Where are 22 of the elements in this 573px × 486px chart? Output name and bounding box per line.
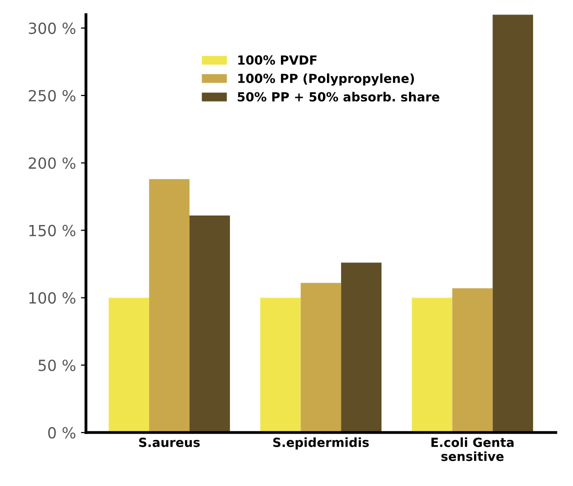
legend-label: 50% PP + 50% absorb. share — [238, 92, 440, 102]
bar — [300, 282, 342, 433]
bar — [190, 215, 230, 433]
y-tick-label: 200 % — [28, 157, 76, 169]
y-tick-label: 100 % — [29, 292, 76, 304]
bar — [412, 298, 452, 433]
legend-label: 100% PP (Polypropylene) — [238, 73, 414, 86]
y-tick-label: 150 % — [29, 224, 76, 236]
bar — [149, 179, 190, 433]
y-tick-label: 0 % — [48, 427, 76, 439]
x-tick-label: S.aureus — [139, 438, 200, 448]
legend-label: 100% PVDF — [238, 55, 317, 65]
bar — [341, 262, 382, 433]
x-tick-label: S.epidermidis — [273, 437, 369, 450]
y-tick-label: 250 % — [28, 90, 76, 102]
bar — [108, 298, 150, 433]
x-tick-label: E.coli Genta sensitive — [431, 437, 514, 462]
y-tick-label: 300 % — [28, 22, 76, 34]
bar — [492, 14, 534, 433]
y-tick-label: 50 % — [38, 360, 76, 372]
bar — [452, 288, 493, 433]
bar — [260, 298, 301, 433]
